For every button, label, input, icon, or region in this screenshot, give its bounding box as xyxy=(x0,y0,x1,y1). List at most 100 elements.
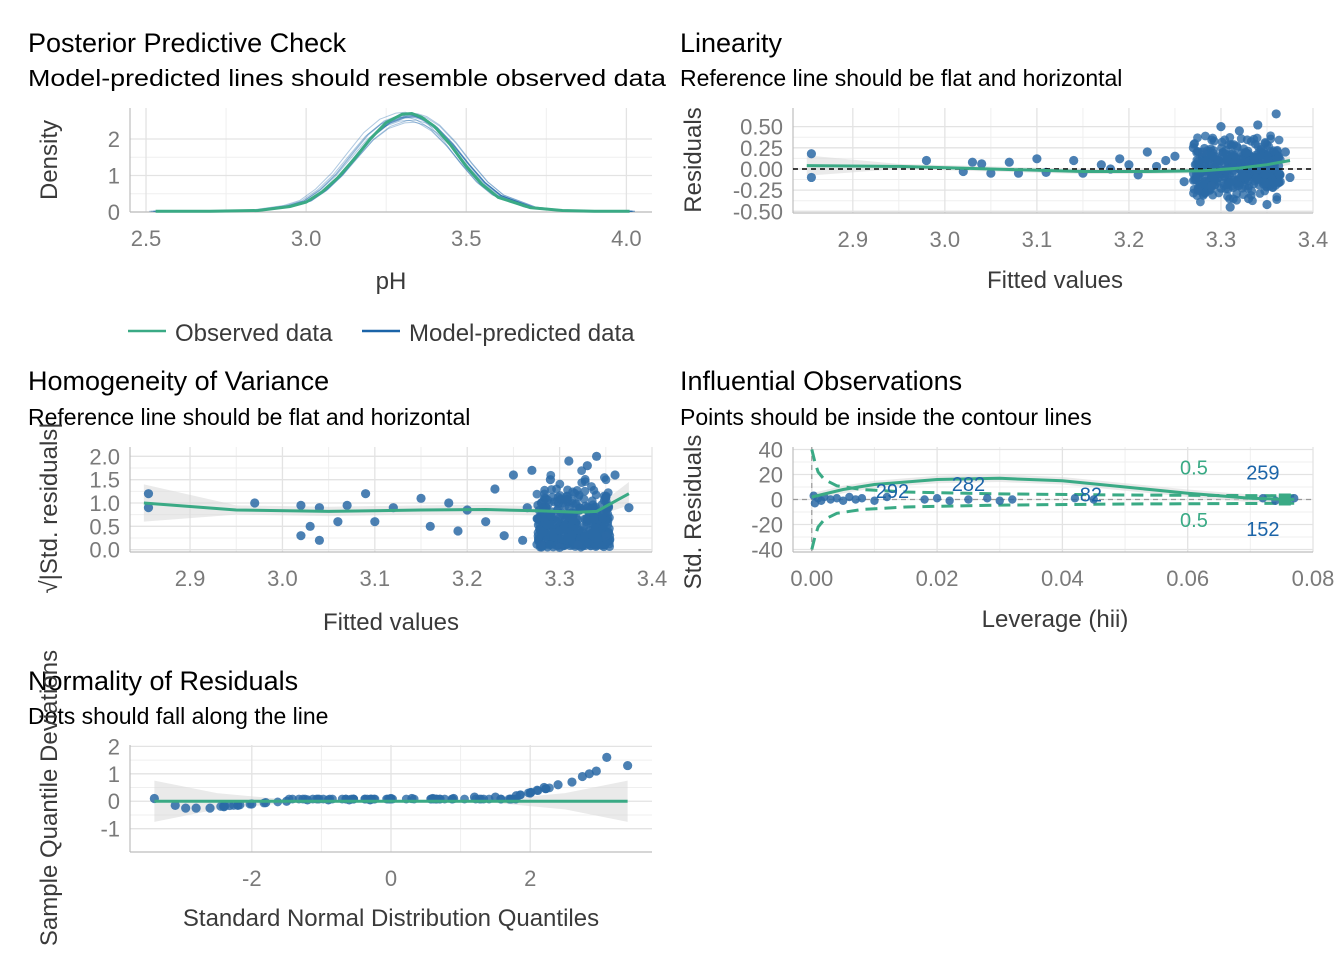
normality-point xyxy=(181,803,191,813)
influence-point xyxy=(838,496,848,505)
influence-ytick-label: 20 xyxy=(759,463,783,488)
linearity-point xyxy=(1243,194,1254,204)
influence-ytick-label: -20 xyxy=(751,513,783,538)
ppc-xtick-label: 3.5 xyxy=(451,226,482,251)
linearity-fit-line xyxy=(806,159,1291,173)
normality-point xyxy=(591,766,601,776)
linearity-cloud-point xyxy=(1263,155,1273,165)
influence-xtick-label: 0.06 xyxy=(1166,566,1209,591)
ppc-xtick-label: 2.5 xyxy=(131,226,162,251)
panel-homogeneity-of-variance: Homogeneity of Variance Reference line s… xyxy=(28,366,667,636)
homogeneity-point xyxy=(370,517,380,527)
ppc-predicted-line xyxy=(150,116,625,212)
linearity-ytick-label: 0.50 xyxy=(740,115,783,140)
homogeneity-cloud-point xyxy=(538,527,548,537)
homogeneity-xtick-label: 3.0 xyxy=(267,566,298,591)
homogeneity-point xyxy=(305,521,315,531)
influence-point-label: 259 xyxy=(1246,462,1279,484)
ppc-predicted-line xyxy=(161,113,635,212)
homogeneity-cloud-point xyxy=(552,484,561,494)
legend-observed-label: Observed data xyxy=(175,320,333,347)
homogeneity-plot-area: 2.9 3.0 3.1 3.2 3.3 3.4 0.00.51.01.52.0 xyxy=(89,444,667,591)
linearity-point xyxy=(1234,126,1244,136)
homogeneity-point xyxy=(536,540,546,550)
panel-normality-of-residuals: Normality of Residuals Dots should fall … xyxy=(28,650,652,946)
normality-point xyxy=(584,769,594,779)
linearity-title: Linearity xyxy=(680,28,783,58)
homogeneity-xtick-label: 3.3 xyxy=(544,566,575,591)
homogeneity-point xyxy=(453,526,463,536)
ppc-predicted-line xyxy=(157,115,632,212)
linearity-xlabel: Fitted values xyxy=(987,267,1123,294)
influence-subtitle: Points should be inside the contour line… xyxy=(680,404,1092,430)
homogeneity-cloud-point xyxy=(555,512,565,522)
linearity-ytick-label: -0.50 xyxy=(733,199,783,224)
linearity-point xyxy=(1262,199,1272,210)
homogeneity-xlabel: Fitted values xyxy=(323,609,459,636)
linearity-cloud-point xyxy=(1214,188,1224,198)
homogeneity-cloud-point xyxy=(536,498,546,508)
linearity-cloud-point xyxy=(1253,142,1263,151)
normality-point xyxy=(170,800,180,810)
homogeneity-xtick-label: 3.2 xyxy=(452,566,483,591)
ppc-observed-line xyxy=(155,111,630,213)
influence-contour-label-upper: 0.5 xyxy=(1180,458,1208,480)
linearity-cloud-point xyxy=(1260,170,1270,180)
homogeneity-cloud-point xyxy=(604,524,614,534)
homogeneity-cloud-point xyxy=(589,485,599,495)
linearity-point xyxy=(1124,160,1134,170)
homogeneity-cloud-point xyxy=(549,532,559,542)
linearity-cloud-point xyxy=(1274,153,1283,163)
linearity-cloud-point xyxy=(1228,149,1238,159)
homogeneity-point xyxy=(416,493,426,503)
normality-ytick-label: 1 xyxy=(108,762,120,787)
linearity-point xyxy=(1207,181,1217,191)
influence-ytick-label: 40 xyxy=(759,438,783,463)
normality-subtitle: Dots should fall along the line xyxy=(28,703,328,729)
linearity-cloud-point xyxy=(1225,133,1235,142)
linearity-point xyxy=(1032,154,1042,164)
normality-point xyxy=(567,777,577,787)
ppc-subtitle: Model-predicted lines should resemble ob… xyxy=(28,65,666,91)
ppc-predicted-line xyxy=(153,113,628,212)
normality-dense-point xyxy=(220,801,230,811)
linearity-point xyxy=(1004,157,1014,167)
ppc-predicted-line xyxy=(158,116,632,212)
homogeneity-cloud-point xyxy=(594,534,603,544)
linearity-xtick-label: 3.3 xyxy=(1206,227,1237,252)
linearity-point xyxy=(806,172,817,183)
influence-end-marker xyxy=(1278,493,1291,506)
linearity-cloud-point xyxy=(1242,148,1252,158)
homogeneity-ytick-label: 1.0 xyxy=(89,491,120,516)
normality-xtick-label: -2 xyxy=(242,866,262,891)
influence-point xyxy=(983,494,992,503)
legend-predicted-label: Model-predicted data xyxy=(409,320,635,347)
linearity-cloud-point xyxy=(1236,172,1246,182)
influence-ytick-label: -40 xyxy=(751,538,783,563)
linearity-cloud-point xyxy=(1198,179,1208,189)
homogeneity-xtick-label: 2.9 xyxy=(175,566,206,591)
linearity-ytick-label: 0.00 xyxy=(740,157,783,182)
influence-point xyxy=(826,495,835,504)
homogeneity-subtitle: Reference line should be flat and horizo… xyxy=(28,404,470,430)
linearity-cloud-point xyxy=(1271,180,1281,190)
ppc-plot-area: 2.5 3.0 3.5 4.0 0 1 2 xyxy=(108,108,652,251)
linearity-ytick-label: -0.25 xyxy=(733,178,783,203)
linearity-xtick-label: 3.2 xyxy=(1114,227,1145,252)
linearity-xtick-label: 3.1 xyxy=(1022,227,1053,252)
homogeneity-cloud-point xyxy=(549,497,559,507)
normality-dense-point xyxy=(533,786,543,796)
panel-influential-observations: Influential Observations Points should b… xyxy=(680,366,1334,633)
influence-point xyxy=(1008,495,1017,504)
linearity-point xyxy=(1216,122,1226,132)
homogeneity-xtick-label: 3.1 xyxy=(360,566,391,591)
influence-contour-label-lower: 0.5 xyxy=(1180,510,1208,532)
homogeneity-point xyxy=(610,470,620,480)
influence-point xyxy=(932,494,942,503)
linearity-point xyxy=(1285,172,1295,183)
influence-point xyxy=(882,492,892,502)
normality-xlabel: Standard Normal Distribution Quantiles xyxy=(183,905,599,932)
linearity-point xyxy=(1115,154,1125,164)
linearity-cloud-point xyxy=(1234,181,1244,191)
